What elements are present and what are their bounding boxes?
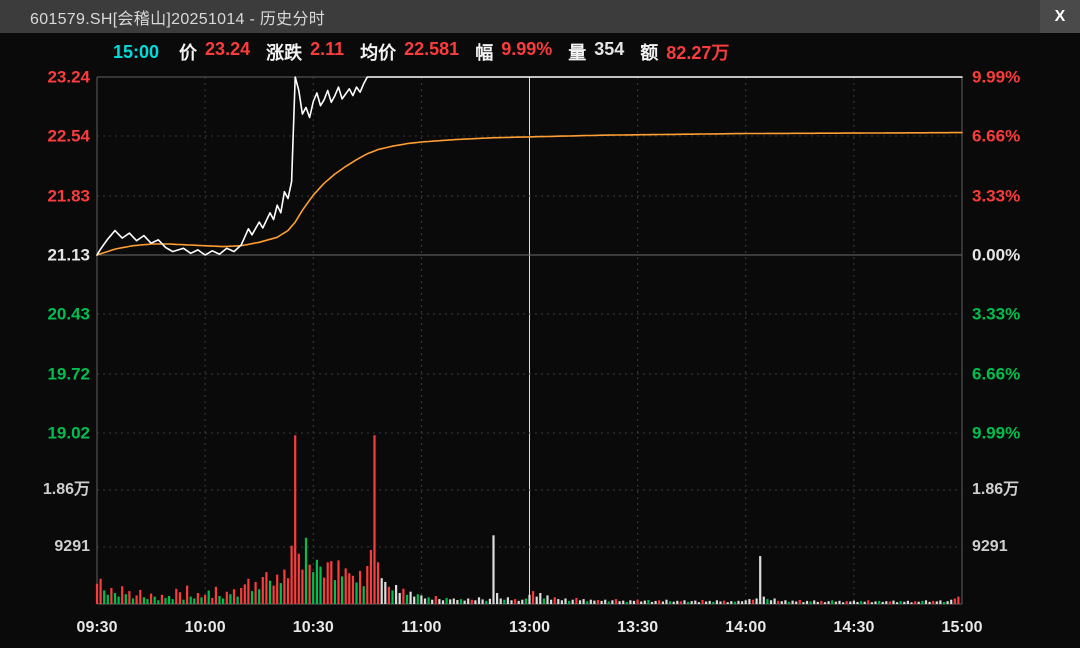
quote-time: 15:00 (113, 41, 160, 62)
info-field-volume: 量 354 (568, 39, 624, 65)
info-label-volume: 量 (568, 43, 587, 63)
info-value-avg_price: 22.581 (404, 39, 460, 59)
info-value-price: 23.24 (205, 39, 251, 59)
info-label-price: 价 (179, 43, 198, 63)
info-value-range_pct: 9.99% (501, 39, 553, 59)
info-value-volume: 354 (594, 39, 625, 59)
price-line (96, 76, 963, 256)
quote-info-bar: 15:00 价 23.24 涨跌 2.11 均价 22.581 幅 9.99% 量 354 额 82.2… (113, 39, 745, 65)
info-field-range_pct: 幅 9.99% (475, 39, 552, 65)
info-label-amount: 额 (640, 43, 659, 63)
info-value-amount: 82.27万 (666, 43, 730, 63)
info-label-avg_price: 均价 (360, 43, 397, 63)
info-label-range_pct: 幅 (475, 43, 494, 63)
info-field-avg_price: 均价 22.581 (360, 39, 459, 65)
title-bar: 601579.SH[会稽山]20251014 - 历史分时 X (0, 0, 1080, 33)
info-field-amount: 额 82.27万 (640, 39, 729, 65)
info-label-change: 涨跌 (266, 43, 303, 63)
window-title: 601579.SH[会稽山]20251014 - 历史分时 (30, 10, 326, 28)
close-button[interactable]: X (1040, 0, 1080, 33)
info-value-change: 2.11 (310, 39, 345, 59)
info-field-change: 涨跌 2.11 (266, 39, 344, 65)
info-field-price: 价 23.24 (179, 39, 250, 65)
